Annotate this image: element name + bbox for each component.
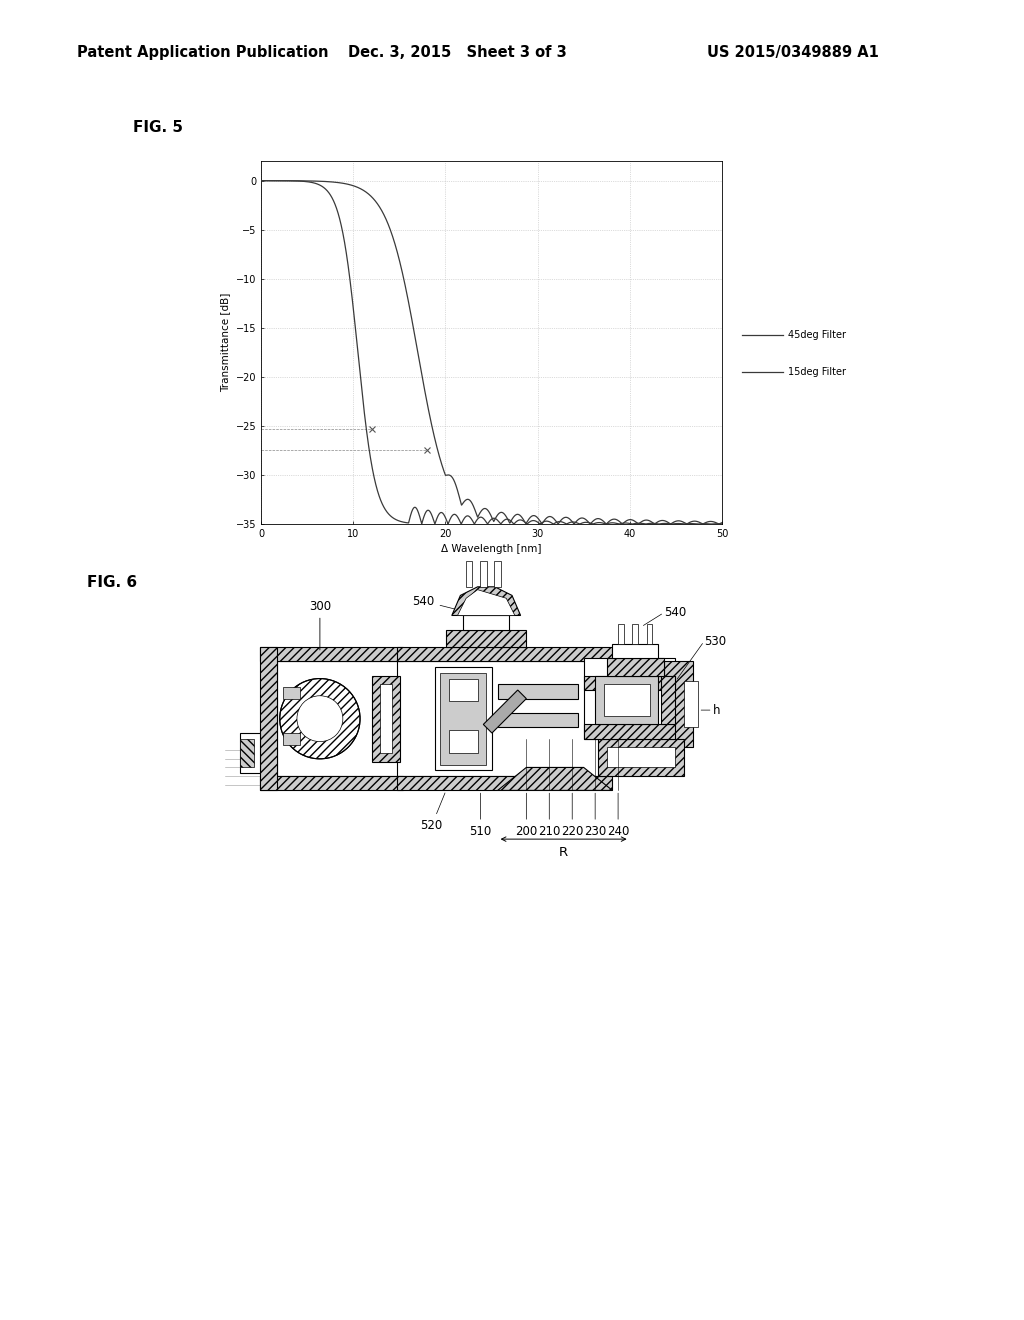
Text: 45deg Filter: 45deg Filter	[788, 330, 847, 341]
Bar	[440, 673, 486, 764]
Text: h: h	[713, 704, 720, 717]
Text: 200: 200	[515, 793, 538, 838]
Bar	[584, 659, 676, 739]
Text: 510: 510	[469, 793, 492, 838]
Bar	[449, 678, 477, 701]
Bar	[276, 661, 403, 776]
Bar	[584, 676, 676, 690]
Bar	[598, 739, 684, 776]
Bar	[498, 684, 578, 698]
Bar	[397, 776, 612, 791]
Text: Patent Application Publication: Patent Application Publication	[77, 45, 329, 61]
Bar	[446, 630, 526, 647]
Text: 210: 210	[538, 793, 560, 838]
Bar	[618, 624, 624, 644]
Text: US 2015/0349889 A1: US 2015/0349889 A1	[707, 45, 879, 61]
Bar	[240, 739, 254, 767]
Bar	[434, 667, 492, 771]
Bar	[372, 676, 400, 762]
Polygon shape	[452, 587, 520, 615]
Text: 540: 540	[664, 606, 686, 619]
Bar	[397, 661, 612, 776]
Polygon shape	[458, 590, 515, 615]
Text: R: R	[559, 846, 568, 859]
Bar	[466, 561, 472, 587]
Circle shape	[297, 696, 343, 742]
Y-axis label: Transmittance [dB]: Transmittance [dB]	[220, 293, 230, 392]
Bar	[664, 661, 692, 747]
Polygon shape	[483, 690, 526, 733]
Text: 15deg Filter: 15deg Filter	[788, 367, 847, 376]
Bar	[463, 615, 509, 630]
Bar	[283, 688, 300, 698]
Bar	[606, 747, 676, 767]
Bar	[240, 733, 260, 774]
Bar	[380, 684, 391, 754]
Text: 520: 520	[421, 793, 445, 832]
Bar	[684, 681, 698, 727]
Bar	[480, 561, 486, 587]
Text: FIG. 5: FIG. 5	[133, 120, 183, 135]
X-axis label: Δ Wavelength [nm]: Δ Wavelength [nm]	[441, 544, 542, 554]
Bar	[595, 676, 658, 725]
Bar	[662, 676, 676, 725]
Bar	[584, 725, 676, 739]
Text: 530: 530	[705, 635, 726, 648]
Bar	[449, 730, 477, 754]
Bar	[647, 624, 652, 644]
Bar	[612, 644, 658, 659]
Bar	[260, 647, 403, 661]
Text: 230: 230	[584, 793, 606, 838]
Polygon shape	[498, 767, 612, 791]
Bar	[260, 776, 403, 791]
Bar	[397, 647, 612, 661]
Text: 240: 240	[607, 793, 630, 838]
Text: 540: 540	[413, 594, 466, 612]
Bar	[633, 624, 638, 644]
Circle shape	[280, 678, 360, 759]
Text: FIG. 6: FIG. 6	[87, 576, 137, 590]
Text: Dec. 3, 2015   Sheet 3 of 3: Dec. 3, 2015 Sheet 3 of 3	[348, 45, 567, 61]
Bar	[260, 647, 276, 791]
Bar	[606, 659, 664, 676]
Text: 220: 220	[561, 793, 584, 838]
Bar	[495, 561, 501, 587]
Bar	[283, 733, 300, 744]
Bar	[498, 713, 578, 727]
Text: 300: 300	[309, 599, 331, 649]
Bar	[604, 684, 649, 715]
